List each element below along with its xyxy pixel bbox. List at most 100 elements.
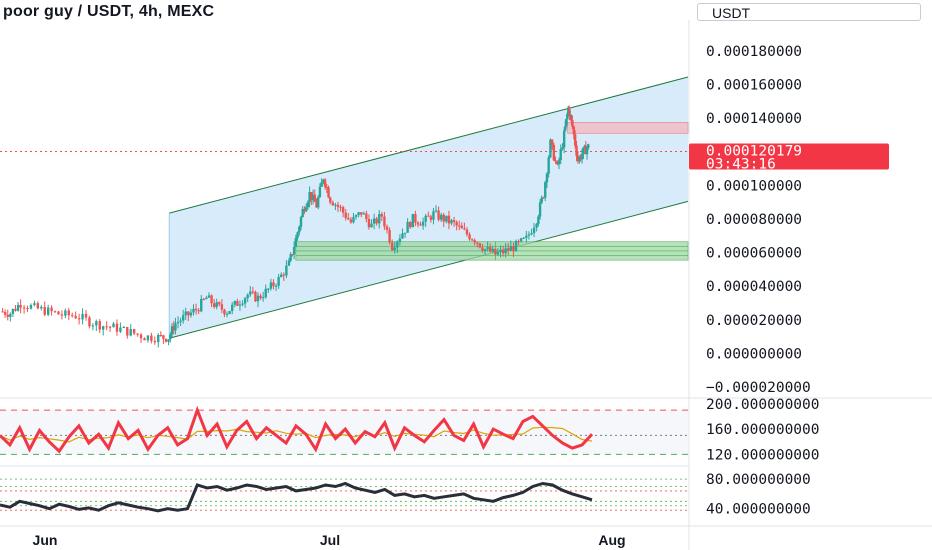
currency-selector[interactable]: USDT (697, 3, 921, 21)
candle (478, 243, 482, 248)
candle (3, 311, 7, 315)
candle (291, 254, 294, 256)
candle (202, 298, 206, 300)
candle (139, 334, 143, 339)
candle (287, 260, 291, 266)
candle (256, 295, 260, 302)
candle (308, 192, 311, 203)
candle (71, 315, 74, 317)
candle (115, 323, 119, 332)
candle (362, 213, 365, 215)
candle (499, 249, 502, 253)
candle (57, 311, 60, 315)
candle (473, 240, 476, 243)
candle (269, 282, 273, 289)
date-tick-label: Aug (598, 532, 625, 548)
candle (465, 229, 469, 235)
candle (532, 227, 536, 234)
candle (327, 187, 330, 198)
candle (243, 298, 247, 304)
candle (434, 210, 438, 212)
candle (452, 220, 456, 222)
channel-lower-line (169, 200, 689, 339)
candle (294, 238, 298, 248)
candle (538, 202, 542, 217)
candle (585, 148, 589, 155)
candle (167, 339, 170, 342)
candle (470, 239, 474, 241)
candle (95, 321, 98, 326)
candle (424, 215, 427, 222)
candle (254, 291, 257, 302)
candle (322, 179, 325, 183)
price-tag-value: 0.000120179 (706, 143, 802, 159)
candle (439, 214, 443, 220)
candle (570, 115, 573, 121)
candle (403, 232, 407, 234)
price-tick-label: 0.000140000 (706, 111, 802, 127)
candle (119, 327, 122, 332)
candle (132, 329, 136, 334)
price-tick-label: 0.000020000 (706, 313, 802, 329)
candle (349, 219, 353, 223)
candle (388, 229, 391, 243)
candle (575, 145, 578, 156)
candle (238, 304, 242, 306)
candle (60, 314, 64, 316)
candle (494, 248, 497, 255)
candle (396, 241, 399, 248)
candle (367, 219, 371, 228)
chart-title: poor guy / USDT, 4h, MEXC (3, 3, 215, 20)
candle (504, 248, 507, 254)
candle (583, 145, 586, 148)
oscillator-pane: 80.000000000 40.000000000 Jun Jul Aug (0, 465, 932, 548)
rsi-tick-label: 120.000000000 (706, 447, 820, 463)
candle (150, 335, 153, 341)
candle (496, 252, 500, 255)
candle (517, 241, 520, 243)
date-tick-label: Jul (320, 532, 340, 548)
candle (334, 204, 337, 206)
candle (325, 186, 328, 188)
candle (550, 139, 554, 145)
candle (416, 222, 420, 225)
candle (67, 310, 70, 316)
candle (289, 254, 292, 261)
candle (233, 301, 236, 305)
candle (259, 295, 262, 299)
candle (370, 223, 373, 228)
candle (274, 285, 278, 287)
candle (568, 107, 571, 117)
candle (489, 247, 492, 252)
candle (192, 308, 195, 313)
candle (313, 194, 316, 202)
candle (207, 295, 211, 298)
candle (194, 308, 198, 311)
candle (146, 335, 150, 341)
candle (519, 238, 523, 242)
candle (285, 265, 288, 276)
candle (432, 211, 435, 220)
candle (176, 321, 180, 324)
candle (14, 308, 17, 311)
candle (341, 207, 345, 213)
candle (544, 182, 547, 198)
candle (241, 303, 244, 305)
candle (11, 308, 15, 314)
price-tick-label: 0.000040000 (706, 279, 802, 295)
date-tick-label: Jun (33, 532, 58, 548)
candle (565, 118, 568, 127)
candle (143, 338, 146, 341)
candle (365, 213, 368, 220)
candle (512, 246, 515, 252)
candle (398, 238, 402, 242)
rsi-line (0, 405, 594, 454)
candle (393, 247, 396, 251)
candle (210, 295, 213, 304)
candle (522, 237, 525, 239)
channel-fill (169, 77, 689, 339)
candle (573, 134, 577, 146)
candle (357, 212, 360, 216)
